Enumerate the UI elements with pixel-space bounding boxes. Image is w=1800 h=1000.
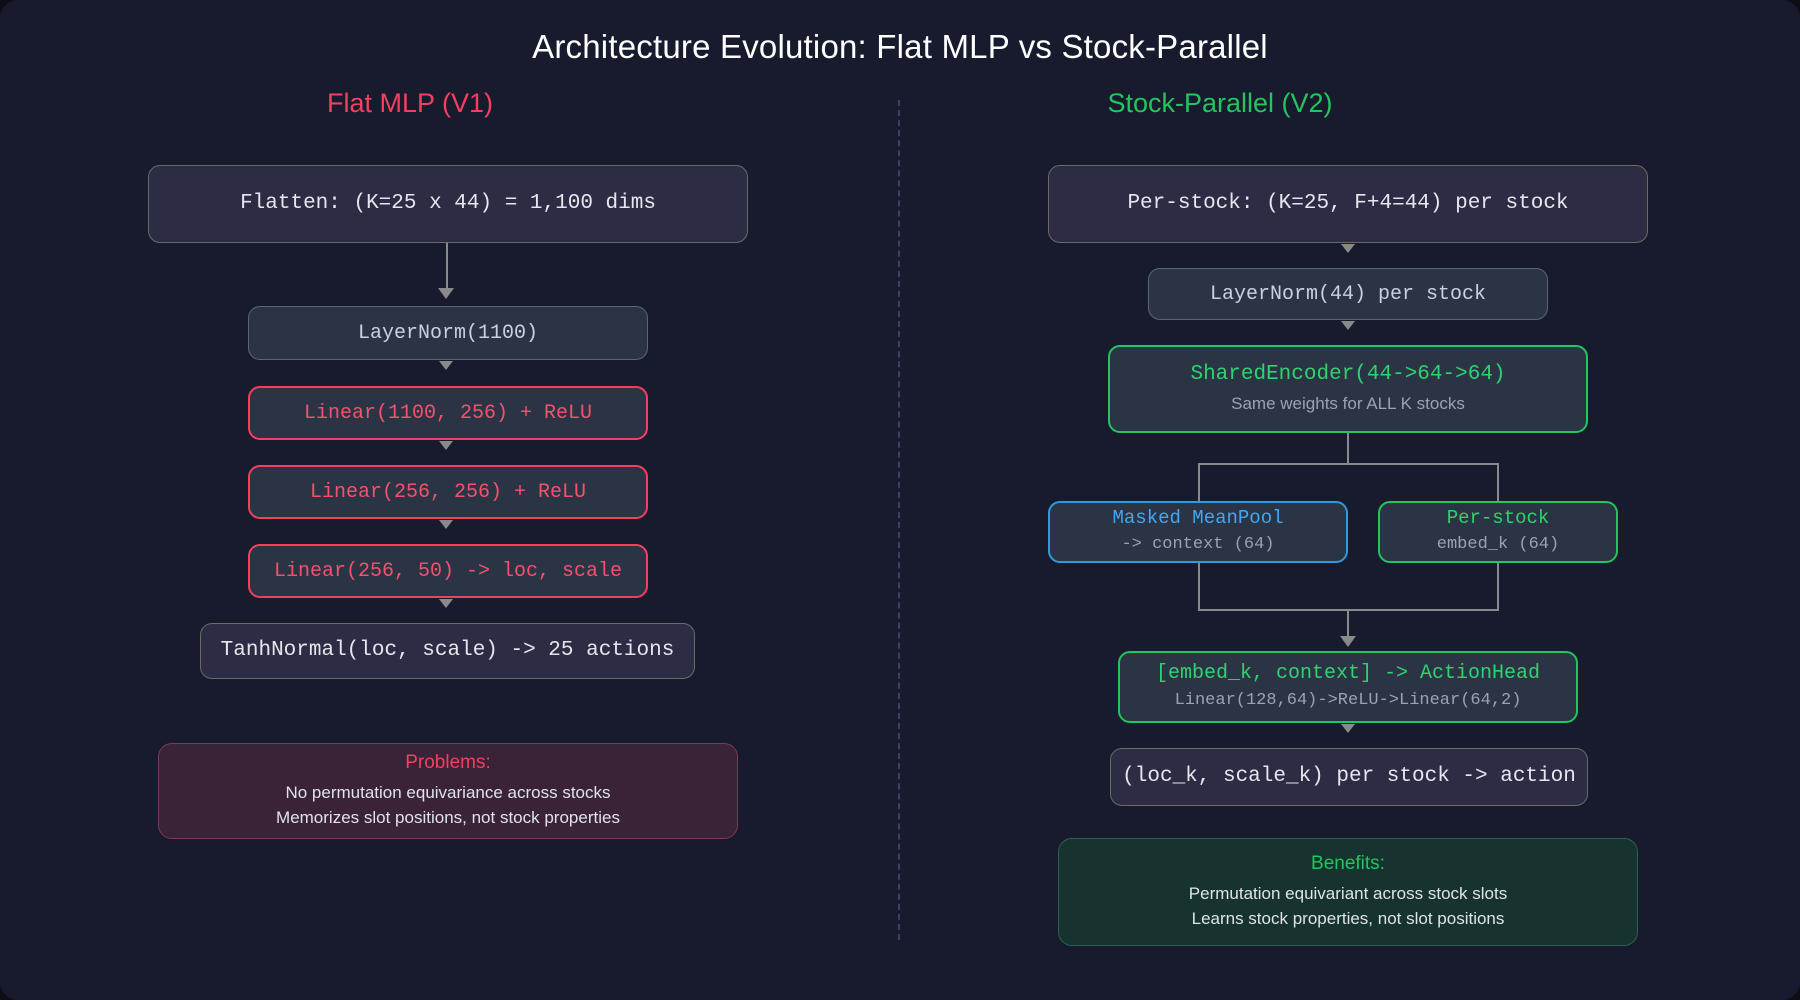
node-v2-input-label: Per-stock: (K=25, F+4=44) per stock <box>1127 191 1569 215</box>
node-v2-per-stock-subtitle: embed_k (64) <box>1436 535 1560 555</box>
callout-benefits-line-1: Permutation equivariant across stock slo… <box>1188 883 1508 903</box>
arrow-merge-to-actionhead <box>1340 636 1356 647</box>
node-v1-layernorm-label: LayerNorm(1100) <box>357 321 539 345</box>
node-v1-linear2-label: Linear(256, 256) + ReLU <box>309 480 587 504</box>
node-v2-shared-encoder-subtitle: Same weights for ALL K stocks <box>1231 393 1465 413</box>
callout-benefits-line-2: Learns stock properties, not slot positi… <box>1191 909 1505 928</box>
arrow-v1-linear2-to-linear3 <box>439 520 453 529</box>
connector-pool-down <box>1198 563 1200 611</box>
node-v2-masked-meanpool: Masked MeanPool -> context (64) <box>1048 501 1348 563</box>
arrow-v1-layernorm-to-linear1 <box>439 361 453 370</box>
node-v2-layernorm: LayerNorm(44) per stock <box>1148 268 1548 320</box>
node-v1-input-label: Flatten: (K=25 x 44) = 1,100 dims <box>240 191 656 215</box>
node-v2-action-head: [embed_k, context] -> ActionHead Linear(… <box>1118 651 1578 723</box>
connector-encoder-to-perstock <box>1497 463 1499 503</box>
node-v2-input: Per-stock: (K=25, F+4=44) per stock <box>1048 165 1648 243</box>
connector-perstock-down <box>1497 563 1499 611</box>
connector-merge-stem <box>1347 609 1349 640</box>
callout-problems-line-2: Memorizes slot positions, not stock prop… <box>276 808 620 827</box>
column-heading-stock-parallel: Stock-Parallel (V2) <box>1107 88 1333 118</box>
node-v1-output: TanhNormal(loc, scale) -> 25 actions <box>200 623 695 679</box>
arrow-v1-linear3-to-output <box>439 599 453 608</box>
node-v2-layernorm-label: LayerNorm(44) per stock <box>1209 282 1487 306</box>
arrow-v1-input-to-layernorm-line <box>446 243 448 292</box>
node-v1-linear1-label: Linear(1100, 256) + ReLU <box>303 401 593 425</box>
node-v1-output-label: TanhNormal(loc, scale) -> 25 actions <box>220 638 675 662</box>
node-v2-output: (loc_k, scale_k) per stock -> action <box>1110 748 1588 806</box>
node-v2-action-head-subtitle: Linear(128,64)->ReLU->Linear(64,2) <box>1174 691 1522 711</box>
node-v1-linear1: Linear(1100, 256) + ReLU <box>248 386 648 440</box>
arrow-actionhead-to-output <box>1341 724 1355 733</box>
node-v1-layernorm: LayerNorm(1100) <box>248 306 648 360</box>
column-heading-flat-mlp: Flat MLP (V1) <box>326 88 494 118</box>
callout-problems-title: Problems: <box>405 751 491 773</box>
arrow-v2-input-to-layernorm <box>1341 244 1355 253</box>
node-v2-shared-encoder-title: SharedEncoder(44->64->64) <box>1190 363 1506 387</box>
node-v1-linear2: Linear(256, 256) + ReLU <box>248 465 648 519</box>
node-v1-linear3: Linear(256, 50) -> loc, scale <box>248 544 648 598</box>
node-v2-per-stock-title: Per-stock <box>1446 506 1550 529</box>
connector-encoder-split-bar <box>1198 463 1499 465</box>
node-v2-masked-meanpool-title: Masked MeanPool <box>1112 506 1284 529</box>
node-v1-input: Flatten: (K=25 x 44) = 1,100 dims <box>148 165 748 243</box>
arrow-v1-input-to-layernorm-head <box>438 288 454 299</box>
node-v2-masked-meanpool-subtitle: -> context (64) <box>1121 535 1275 555</box>
node-v2-shared-encoder: SharedEncoder(44->64->64) Same weights f… <box>1108 345 1588 433</box>
node-v2-per-stock: Per-stock embed_k (64) <box>1378 501 1618 563</box>
callout-benefits: Benefits: Permutation equivariant across… <box>1058 838 1638 946</box>
connector-encoder-to-pool <box>1198 463 1200 503</box>
column-divider <box>898 100 900 940</box>
connector-encoder-split-stem <box>1347 433 1349 465</box>
node-v2-action-head-title: [embed_k, context] -> ActionHead <box>1155 662 1541 686</box>
page-title: Architecture Evolution: Flat MLP vs Stoc… <box>532 28 1268 65</box>
node-v2-output-label: (loc_k, scale_k) per stock -> action <box>1122 764 1576 788</box>
callout-problems-line-1: No permutation equivariance across stock… <box>285 782 611 802</box>
node-v1-linear3-label: Linear(256, 50) -> loc, scale <box>273 559 623 583</box>
callout-problems: Problems: No permutation equivariance ac… <box>158 743 738 839</box>
arrow-v1-linear1-to-linear2 <box>439 441 453 450</box>
callout-benefits-title: Benefits: <box>1311 852 1385 874</box>
arrow-v2-layernorm-to-encoder <box>1341 321 1355 330</box>
